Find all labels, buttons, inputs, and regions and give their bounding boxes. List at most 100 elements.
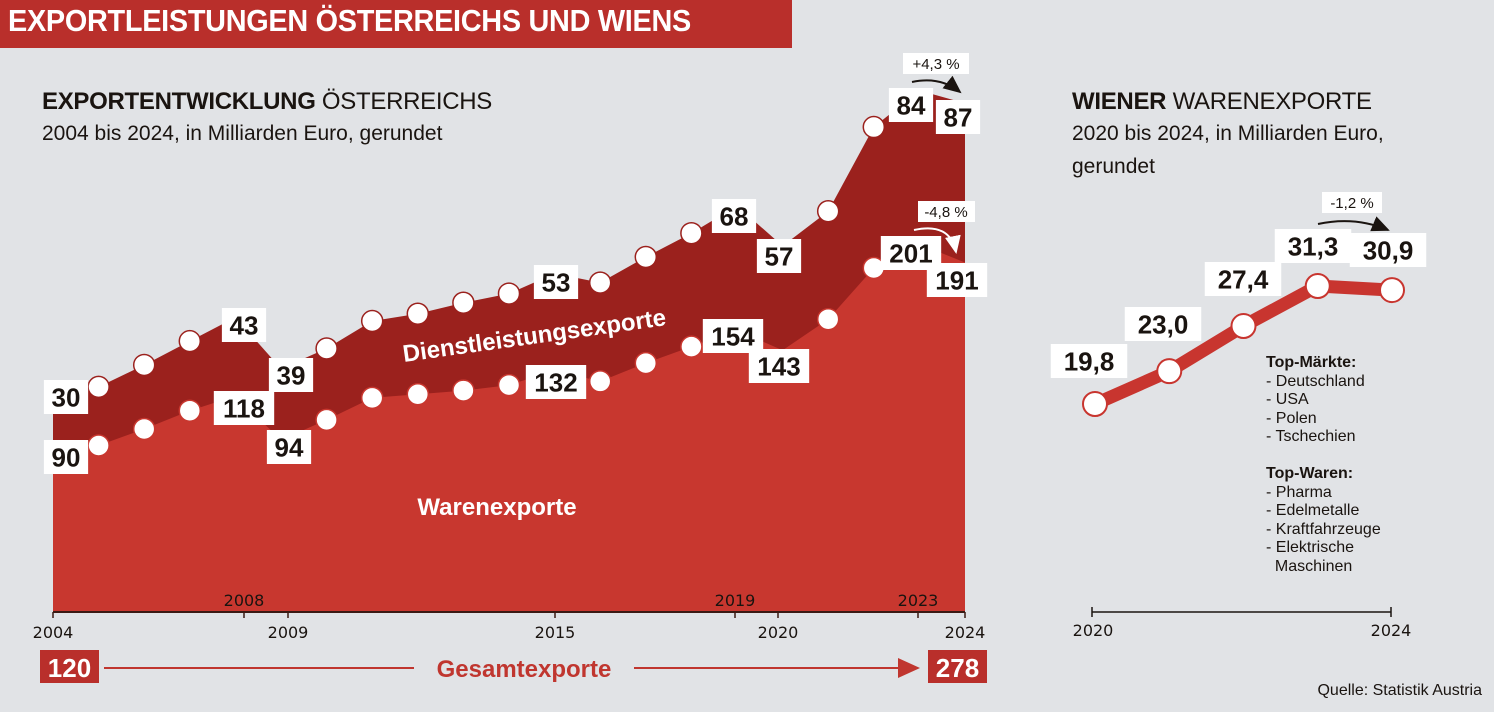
vienna-x-tick-label: 2020 [1073, 621, 1114, 640]
goods-value-label: 154 [702, 319, 764, 353]
vienna-value-label-text: 23,0 [1138, 309, 1189, 339]
vienna-change-bg [1322, 192, 1382, 213]
austria-title-bold: EXPORTENTWICKLUNG [42, 88, 316, 115]
goods-change-arrow [913, 227, 961, 254]
services-value-label: 68 [711, 199, 757, 233]
services-point [497, 282, 521, 305]
services-value-label-bg [533, 265, 579, 299]
goods-value-label-bg [702, 319, 764, 353]
vienna-value-label: 27,4 [1204, 262, 1282, 296]
goods-value-label-bg [525, 365, 587, 399]
services-change-text: +4,3 % [912, 56, 959, 73]
goods-value-label-bg [748, 349, 810, 383]
goods-band-label: Warenexporte [417, 494, 576, 521]
x-tick-label: 2023 [898, 591, 939, 610]
goods-point [816, 307, 840, 331]
goods-value-label-text: 143 [757, 351, 800, 381]
vienna-point [1156, 358, 1183, 385]
goods-value-label-bg [926, 263, 988, 297]
goods-value-label-bg [266, 430, 312, 464]
services-point [360, 309, 384, 333]
services-point [634, 245, 658, 269]
goods-value-label-text: 191 [935, 265, 978, 295]
goods-point [588, 370, 612, 393]
services-value-label-text: 39 [277, 360, 306, 390]
top-goods-item: - Pharma [1266, 483, 1332, 501]
total-label: Gesamtexporte [437, 656, 612, 683]
vienna-value-label-bg [1274, 229, 1352, 263]
goods-value-label-text: 118 [223, 393, 265, 423]
vienna-value-label-bg [1050, 344, 1128, 378]
x-tick-label: 2015 [535, 623, 576, 642]
services-value-label-text: 87 [944, 102, 973, 132]
goods-value-label: 201 [880, 236, 942, 270]
goods-change-text: -4,8 % [924, 204, 967, 221]
vienna-value-label-text: 19,8 [1064, 346, 1115, 376]
goods-value-label: 90 [43, 440, 89, 474]
services-value-label-bg [221, 308, 267, 342]
goods-point [87, 434, 110, 457]
services-value-label-bg [711, 199, 757, 233]
services-point [680, 221, 703, 245]
austria-chart-subtitle: 2004 bis 2024, in Milliarden Euro, gerun… [42, 122, 443, 145]
vienna-chart-subtitle-1: 2020 bis 2024, in Milliarden Euro, [1072, 122, 1384, 145]
goods-value-label-text: 201 [889, 238, 932, 268]
services-value-label: 53 [533, 265, 579, 299]
top-goods-item: - Kraftfahrzeuge [1266, 520, 1381, 538]
services-value-label: 87 [935, 100, 981, 134]
goods-value-label-bg [43, 440, 89, 474]
vienna-notes: Top-Märkte: - Deutschland - USA - Polen … [1266, 354, 1381, 577]
goods-value-label-text: 132 [534, 367, 577, 397]
vienna-value-label: 23,0 [1124, 307, 1202, 341]
goods-value-label-text: 154 [711, 321, 755, 351]
vienna-value-label-text: 27,4 [1218, 264, 1269, 294]
vienna-point [1379, 277, 1405, 304]
goods-point [680, 335, 703, 358]
services-value-label: 57 [756, 239, 802, 273]
services-point [816, 199, 840, 223]
services-value-label-bg [756, 239, 802, 273]
services-change-annotation: +4,3 % [903, 53, 969, 94]
austria-chart-title: EXPORTENTWICKLUNG ÖSTERREICHS [42, 88, 492, 116]
top-market-item: - Polen [1266, 409, 1317, 427]
services-value-label-text: 57 [765, 241, 794, 271]
services-value-label-bg [935, 100, 981, 134]
total-exports-row: 120 278 Gesamtexporte [40, 650, 987, 683]
vienna-value-label: 30,9 [1349, 233, 1427, 267]
services-change-bg [903, 53, 969, 74]
goods-point [634, 351, 658, 375]
services-change-arrow [911, 75, 962, 94]
vienna-chart-subtitle-2: gerundet [1072, 155, 1155, 178]
goods-value-label: 132 [525, 365, 587, 399]
austria-title-rest: ÖSTERREICHS [315, 88, 492, 115]
vienna-value-label-text: 30,9 [1363, 235, 1414, 265]
goods-value-label-text: 90 [52, 442, 81, 472]
services-value-label-bg [43, 380, 89, 414]
x-tick-label: 2009 [268, 623, 309, 642]
x-tick-label: 2020 [758, 623, 799, 642]
vienna-point [1082, 391, 1108, 417]
services-value-label-bg [888, 88, 934, 122]
top-goods-item: Maschinen [1266, 557, 1353, 575]
top-market-item: - USA [1266, 391, 1309, 409]
top-market-item: - Deutschland [1266, 372, 1365, 390]
x-tick-label: 2008 [224, 591, 265, 610]
services-value-label-text: 84 [897, 90, 926, 120]
vienna-value-label-bg [1349, 233, 1427, 267]
goods-point [178, 399, 202, 422]
services-value-label: 30 [43, 380, 89, 414]
vienna-value-label-bg [1204, 262, 1282, 296]
services-point [87, 375, 110, 399]
total-start-box [40, 650, 99, 683]
services-point [588, 271, 612, 294]
goods-value-label-bg [213, 391, 275, 425]
services-value-label-text: 53 [542, 267, 571, 297]
source-note: Quelle: Statistik Austria [1317, 682, 1482, 699]
vienna-point [1230, 313, 1257, 340]
top-goods-item: - Elektrische [1266, 539, 1355, 557]
vienna-point [1304, 273, 1331, 299]
goods-point [315, 408, 338, 432]
services-value-label: 84 [888, 88, 934, 122]
services-point [406, 302, 430, 325]
